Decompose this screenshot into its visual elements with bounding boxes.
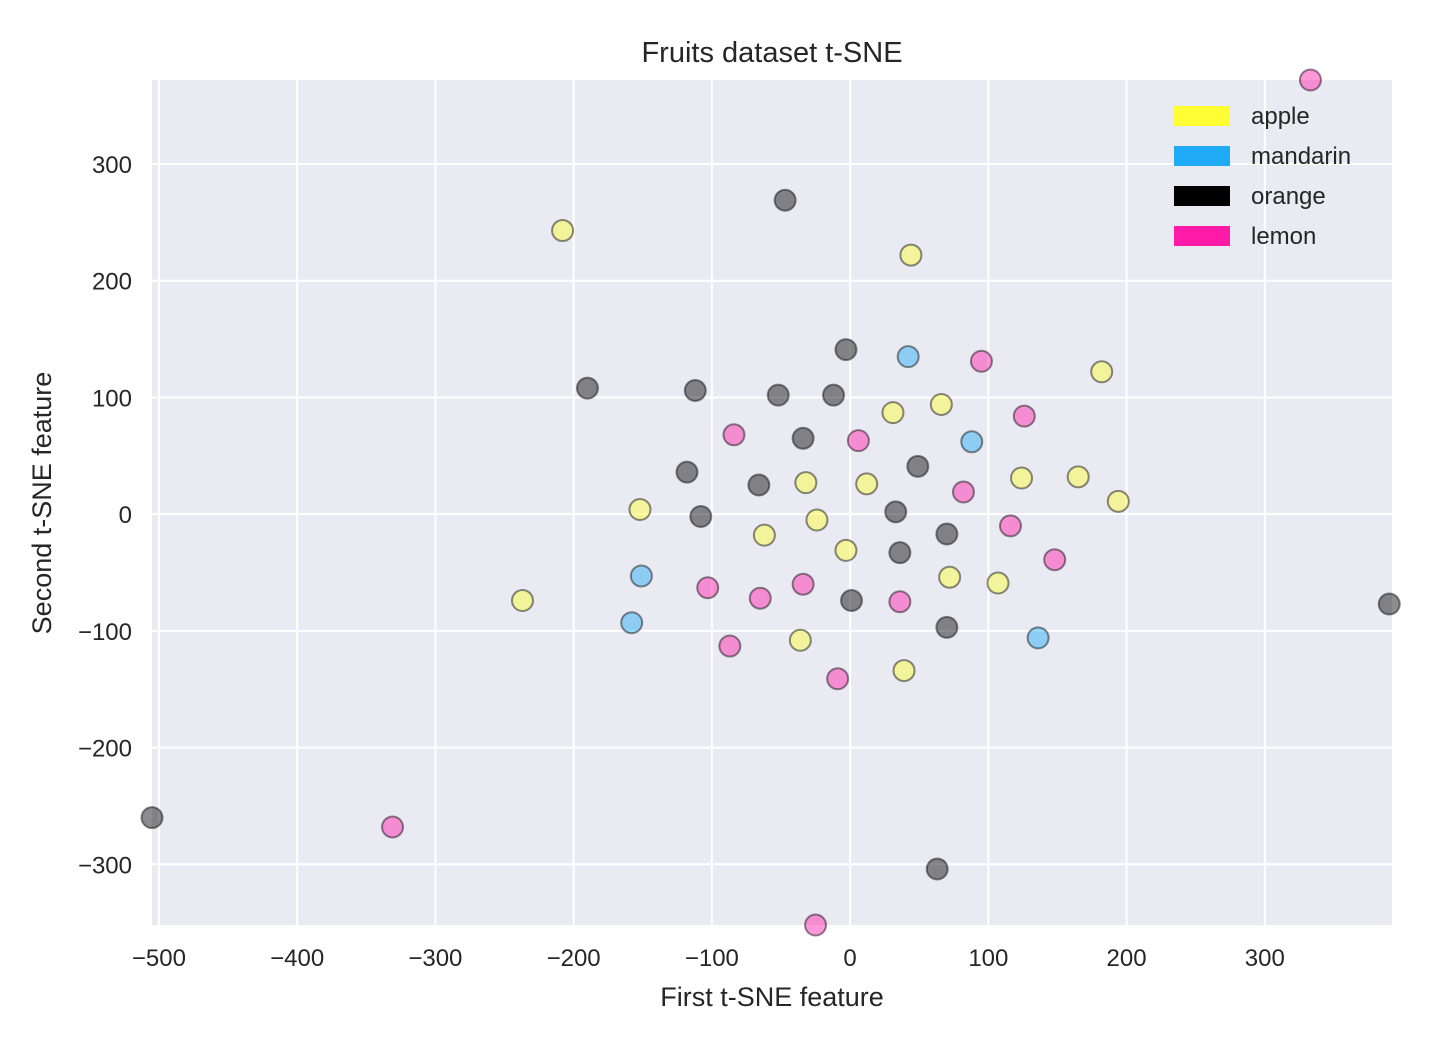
y-tick-label: −100 [78,619,132,646]
apple-series [510,219,1130,683]
apple-point [510,589,534,613]
y-tick-label: −300 [78,852,132,879]
y-tick-label: 200 [92,269,132,296]
y-axis-label: Second t-SNE feature [27,372,57,635]
apple-point [1090,360,1114,384]
orange-point [791,426,815,450]
apple-point [881,401,905,425]
orange-series [140,188,1401,881]
orange-point [822,383,846,407]
lemon-point [748,586,772,610]
apple-point [929,392,953,416]
mandarin-point [896,345,920,369]
y-tick-label: −200 [78,736,132,763]
orange-point [689,505,713,529]
orange-point [884,500,908,524]
lemon-series [381,68,1322,937]
x-tick-label: −500 [132,945,186,972]
lemon-point [791,572,815,596]
lemon-point [1043,548,1067,572]
plot-background [152,80,1392,925]
x-tick-label: 300 [1245,945,1285,972]
x-axis-label: First t-SNE feature [660,982,884,1012]
x-tick-label: 100 [968,945,1008,972]
orange-point [140,806,164,830]
apple-point [855,472,879,496]
apple-point [1066,465,1090,489]
orange-point [683,378,707,402]
orange-point [834,338,858,362]
orange-point [773,188,797,212]
lemon-point [1298,68,1322,92]
chart-title: Fruits dataset t-SNE [641,37,902,69]
apple-point [938,565,962,589]
apple-point [551,219,575,243]
apple-point [899,243,923,267]
orange-point [839,589,863,613]
apple-point [794,471,818,495]
mandarin-point [1026,626,1050,650]
lemon-point [951,480,975,504]
mandarin-series [620,345,1050,650]
orange-point [1377,592,1401,616]
orange-point [747,473,771,497]
x-tick-labels: −500 −400 −300 −200 −100 0 100 200 300 [132,945,1285,972]
y-tick-label: 100 [92,385,132,412]
y-tick-label: 300 [92,152,132,179]
lemon-point [826,667,850,691]
orange-point [906,454,930,478]
mandarin-point [620,611,644,635]
orange-point [935,615,959,639]
orange-point [935,522,959,546]
lemon-point [846,429,870,453]
legend-label-mandarin: mandarin [1251,143,1351,170]
orange-point [888,541,912,565]
legend-swatch-orange [1174,186,1230,206]
mandarin-point [629,564,653,588]
legend-label-lemon: lemon [1251,223,1316,250]
legend-swatch-lemon [1174,226,1230,246]
x-tick-label: −100 [685,945,739,972]
apple-point [1010,466,1034,490]
mandarin-point [960,430,984,454]
orange-point [575,376,599,400]
x-tick-label: −300 [408,945,462,972]
legend-label-orange: orange [1251,183,1326,210]
lemon-point [718,634,742,658]
lemon-point [696,576,720,600]
lemon-point [722,423,746,447]
legend-swatch-apple [1174,106,1230,126]
lemon-point [969,349,993,373]
orange-point [766,383,790,407]
legend: apple mandarin orange lemon [1174,103,1351,250]
orange-point [675,460,699,484]
legend-label-apple: apple [1251,103,1310,130]
apple-point [1106,489,1130,513]
lemon-point [888,590,912,614]
apple-point [752,523,776,547]
apple-point [834,538,858,562]
lemon-point [998,514,1022,538]
x-tick-label: 0 [843,945,856,972]
x-tick-label: −400 [270,945,324,972]
x-tick-label: 200 [1107,945,1147,972]
y-tick-labels: −300 −200 −100 0 100 200 300 [78,152,132,879]
lemon-point [804,913,828,937]
y-tick-label: 0 [119,502,132,529]
x-tick-label: −200 [547,945,601,972]
apple-point [628,498,652,522]
apple-point [805,508,829,532]
data-points [140,68,1401,937]
orange-point [925,857,949,881]
apple-point [986,571,1010,595]
grid-lines [152,80,1392,925]
lemon-point [1012,404,1036,428]
legend-swatch-mandarin [1174,146,1230,166]
apple-point [788,628,812,652]
lemon-point [381,815,405,839]
apple-point [892,659,916,683]
